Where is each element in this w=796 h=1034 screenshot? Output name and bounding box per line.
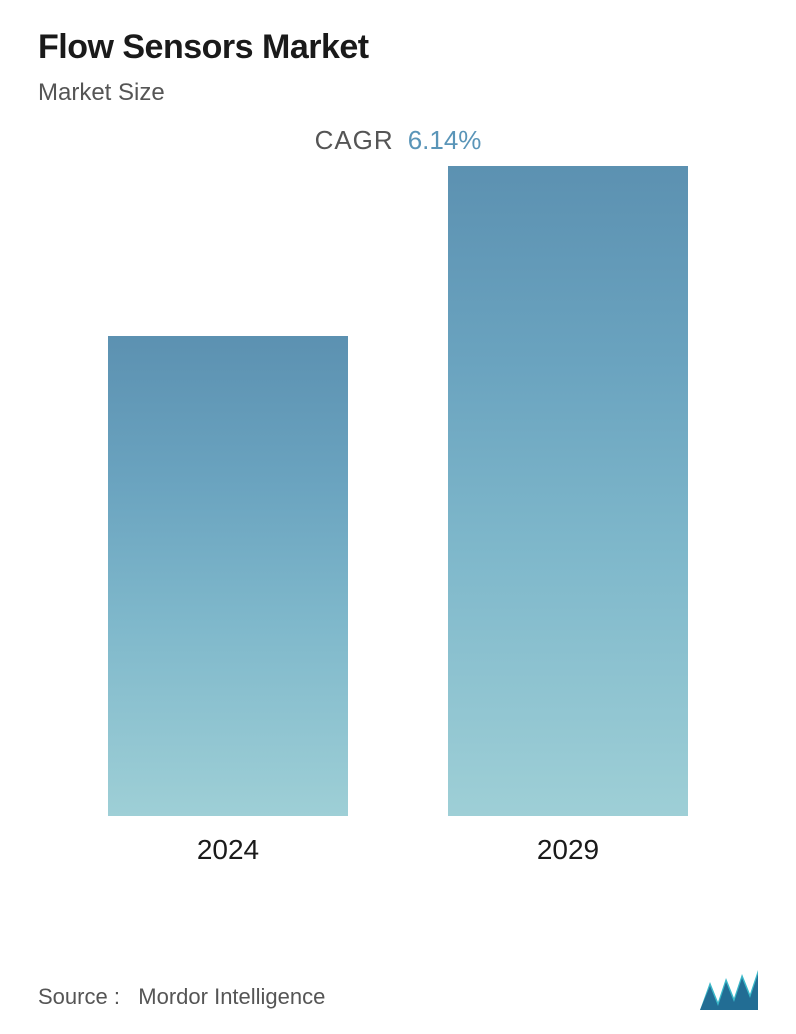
cagr-row: CAGR 6.14% [38, 125, 758, 156]
bar-group-1: 2029 [415, 166, 721, 866]
bar-label-2024: 2024 [197, 834, 259, 866]
source-text: Source : Mordor Intelligence [38, 984, 325, 1010]
chart-title: Flow Sensors Market [38, 28, 758, 67]
bar-label-2029: 2029 [537, 834, 599, 866]
cagr-value: 6.14% [408, 125, 482, 155]
chart-subtitle: Market Size [38, 79, 758, 107]
source-label: Source : [38, 984, 120, 1009]
cagr-label: CAGR [315, 125, 394, 155]
footer: Source : Mordor Intelligence [38, 970, 758, 1010]
bar-2029 [448, 166, 688, 816]
bar-2024 [108, 336, 348, 816]
mn-logo-icon [700, 970, 758, 1010]
source-name: Mordor Intelligence [138, 984, 325, 1009]
chart-area: 2024 2029 [38, 186, 758, 866]
bar-group-0: 2024 [75, 336, 381, 866]
bars-container: 2024 2029 [38, 186, 758, 866]
